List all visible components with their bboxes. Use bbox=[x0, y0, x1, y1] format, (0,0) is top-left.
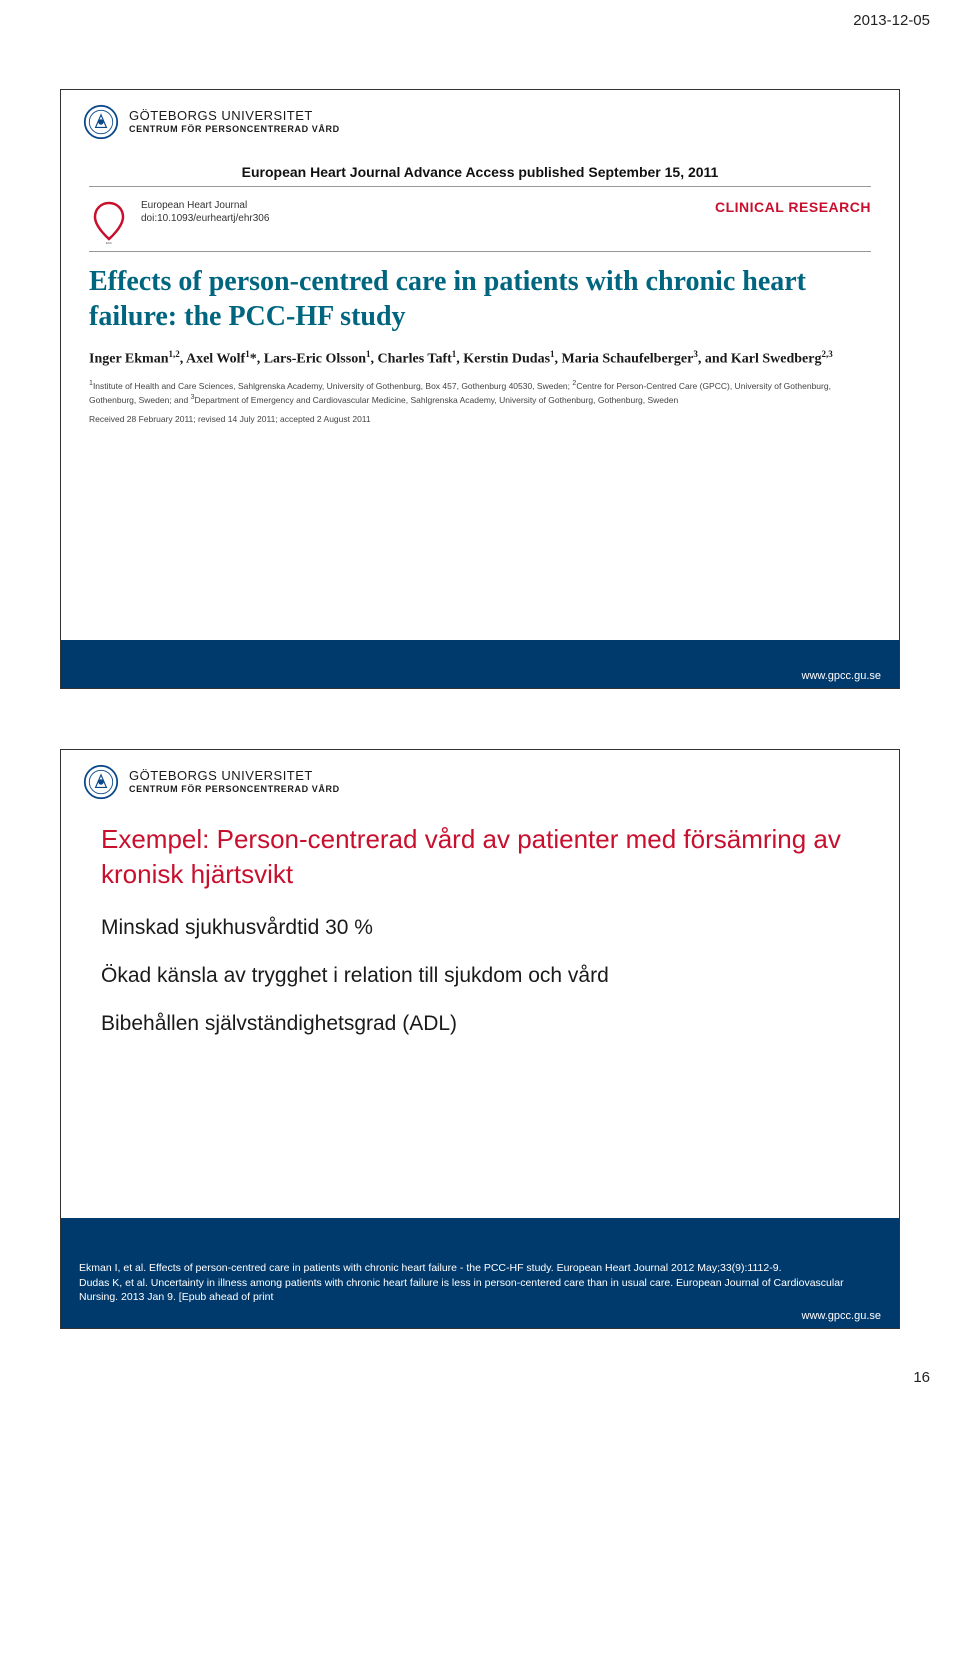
paper-title: Effects of person-centred care in patien… bbox=[89, 264, 871, 334]
gu-center-name: CENTRUM FÖR PERSONCENTRERAD VÅRD bbox=[129, 125, 340, 135]
journal-doi: doi:10.1093/eurheartj/ehr306 bbox=[141, 212, 269, 225]
slide-2: GÖTEBORGS UNIVERSITET CENTRUM FÖR PERSON… bbox=[60, 749, 900, 1329]
slide-footer: Ekman I, et al. Effects of person-centre… bbox=[61, 1218, 899, 1328]
page-number: 16 bbox=[0, 1359, 960, 1406]
clinical-research-label: CLINICAL RESEARCH bbox=[715, 197, 871, 215]
journal-name: European Heart Journal bbox=[141, 199, 269, 212]
advance-access-line: European Heart Journal Advance Access pu… bbox=[89, 158, 871, 187]
gu-header: GÖTEBORGS UNIVERSITET CENTRUM FÖR PERSON… bbox=[61, 750, 899, 806]
divider bbox=[89, 251, 871, 252]
svg-text:ESC: ESC bbox=[106, 241, 113, 245]
paper-excerpt: European Heart Journal Advance Access pu… bbox=[61, 146, 899, 424]
gu-university-name: GÖTEBORGS UNIVERSITET bbox=[129, 769, 340, 783]
paper-received: Received 28 February 2011; revised 14 Ju… bbox=[89, 414, 871, 424]
reference-1: Ekman I, et al. Effects of person-centre… bbox=[79, 1261, 881, 1275]
slide-footer: www.gpcc.gu.se bbox=[61, 640, 899, 688]
slide-1: GÖTEBORGS UNIVERSITET CENTRUM FÖR PERSON… bbox=[60, 89, 900, 689]
slide2-bullet-3: Bibehållen självständighetsgrad (ADL) bbox=[101, 1012, 859, 1036]
gu-logo-icon bbox=[83, 104, 119, 140]
gu-university-name: GÖTEBORGS UNIVERSITET bbox=[129, 109, 340, 123]
reference-2: Dudas K, et al. Uncertainty in illness a… bbox=[79, 1276, 881, 1304]
paper-affiliations: 1Institute of Health and Care Sciences, … bbox=[89, 379, 871, 406]
slide2-bullet-1: Minskad sjukhusvårdtid 30 % bbox=[101, 916, 859, 940]
page-date: 2013-12-05 bbox=[0, 0, 960, 29]
footer-url: www.gpcc.gu.se bbox=[802, 670, 881, 682]
slide2-title: Exempel: Person-centrerad vård av patien… bbox=[101, 822, 859, 892]
gu-logo-icon bbox=[83, 764, 119, 800]
gu-header: GÖTEBORGS UNIVERSITET CENTRUM FÖR PERSON… bbox=[61, 90, 899, 146]
esc-logo-icon: ESC bbox=[89, 197, 129, 245]
footer-url: www.gpcc.gu.se bbox=[79, 1310, 881, 1322]
slide2-bullet-2: Ökad känsla av trygghet i relation till … bbox=[101, 964, 859, 988]
paper-authors: Inger Ekman1,2, Axel Wolf1*, Lars-Eric O… bbox=[89, 348, 871, 369]
gu-center-name: CENTRUM FÖR PERSONCENTRERAD VÅRD bbox=[129, 785, 340, 795]
